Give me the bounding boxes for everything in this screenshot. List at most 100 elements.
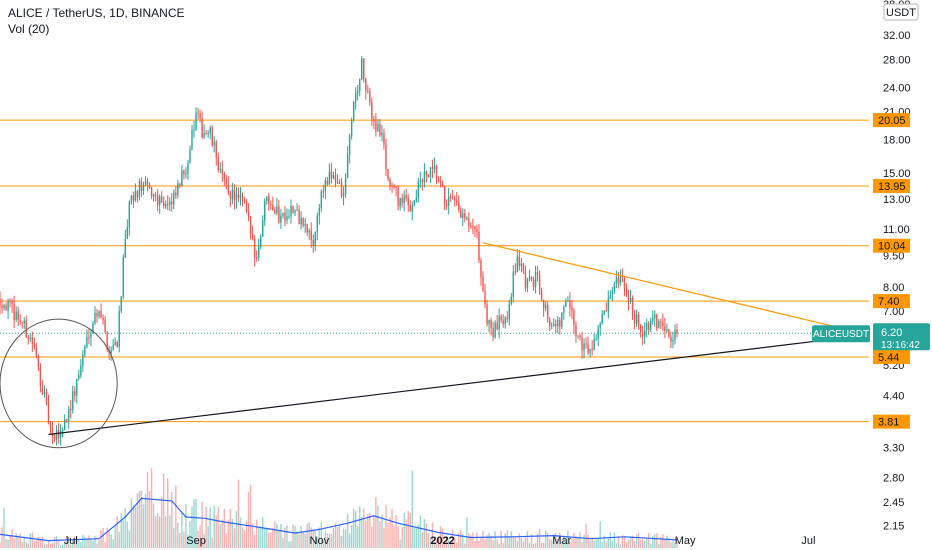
volume-bar [233,528,236,548]
volume-bar [169,515,171,548]
volume-bar [43,543,46,548]
candle-body [648,323,650,330]
time-axis[interactable]: Jul Sep Nov 2022 Mar May Jul [64,535,816,547]
candle-body [13,303,15,320]
candle-body [154,194,157,196]
candle-body [458,202,460,210]
candle-body [401,198,403,204]
volume-bar [492,540,494,548]
price-tick-label: 2.45 [883,497,904,509]
volume-bar [348,533,351,548]
volume-bar [148,491,151,548]
candle-body [595,338,597,340]
volume-bar [72,539,74,548]
volume-bar [654,534,656,548]
volume-bar [249,485,252,548]
volume-bar [268,532,270,548]
volume-bar [599,521,601,548]
candle-body [443,186,446,204]
volume-bar [100,530,102,548]
candle-body [126,227,129,239]
currency-badge[interactable]: USDT [883,3,919,21]
candle-body [45,391,48,402]
candle-body [9,300,11,302]
candle-body [413,200,415,205]
volume-bar [5,539,7,548]
volume-bar [336,527,339,548]
volume-bar [656,533,658,548]
volume-bar [324,530,327,548]
time-tick-label: Jul [64,535,78,547]
candle-body [199,113,201,118]
volume-bar [57,540,60,548]
volume-bar [635,534,638,548]
candle-body [146,181,149,185]
candle-body [177,183,179,196]
candle-body [106,331,108,350]
candle-body [530,276,533,280]
volume-bar [449,541,452,548]
candle-body [670,336,672,342]
volume-bar [361,516,363,548]
volume-bar [126,521,129,548]
volume-bar [498,543,500,548]
volume-bar [383,527,385,548]
candle-body [21,322,23,324]
candle-body [27,337,30,340]
volume-bar [227,519,230,548]
candle-body [658,321,660,329]
volume-ma-line [0,497,678,542]
price-tick-label: 18.00 [883,135,911,147]
volume-bar [276,524,278,548]
volume-bar [623,536,626,548]
volume-bar [205,506,207,548]
volume-bar [668,538,670,548]
volume-bar [225,533,228,548]
candle-body [340,182,343,197]
candle-body [417,181,420,198]
volume-bar [130,498,133,548]
volume-bar [162,473,165,548]
volume-bar [354,511,357,548]
volume-bar [262,517,264,548]
candle-body [304,224,306,226]
volume-bar [146,472,149,548]
candle-body [397,187,399,207]
volume-bar [179,533,181,548]
volume-bar [142,504,145,548]
volume-bar [605,542,607,548]
volume-bar [365,520,367,548]
candle-body [264,200,266,221]
candle-body [583,343,585,351]
candle-body [520,263,523,267]
price-axis[interactable]: 38.0032.0028.0024.0021.0018.0015.0013.00… [883,0,911,533]
price-tick-label: 4.40 [883,391,904,403]
volume-indicator-label[interactable]: Vol (20) [8,22,50,36]
candle-body [567,300,569,302]
volume-bar [15,533,17,548]
candle-body [486,304,488,325]
volume-bar [199,524,201,548]
candle-body [257,246,260,258]
volume-bar [221,519,224,548]
candle-body [551,325,553,327]
candle-body [625,287,628,296]
volume-bar [662,534,664,548]
candle-body [211,127,213,146]
candle-body [310,230,312,240]
candle-body [74,391,76,396]
volume-bar [255,519,258,548]
candle-body [466,218,468,220]
volume-bar [328,533,331,548]
candle-body [409,204,411,212]
candle-body [571,307,573,311]
volume-bar [520,538,523,548]
candle-body [322,191,325,193]
volume-bar [373,516,375,548]
time-tick-label: Nov [310,535,330,547]
candle-body [318,207,321,216]
volume-bar [59,545,62,548]
candle-body [1,305,3,309]
candle-body [330,171,333,179]
